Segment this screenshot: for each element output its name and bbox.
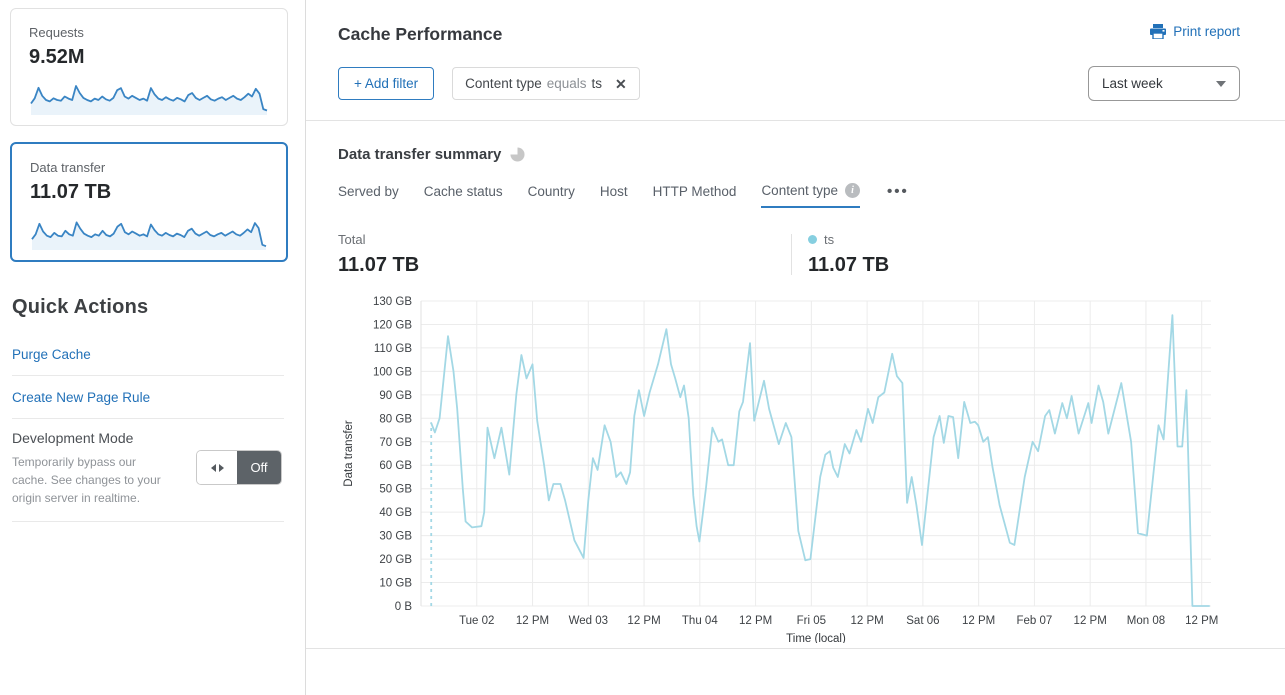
tab-cache-status[interactable]: Cache status [423, 184, 503, 199]
data-transfer-chart: 130 GB 120 GB 110 GB 100 GB 90 GB 80 GB 70 GB 6… [343, 296, 1218, 645]
printer-icon [1150, 24, 1167, 39]
svg-text:12 PM: 12 PM [1074, 615, 1107, 627]
info-icon[interactable]: i [845, 183, 860, 198]
filter-field: Content type [465, 76, 542, 91]
svg-text:10 GB: 10 GB [379, 578, 412, 590]
svg-text:Wed 03: Wed 03 [569, 615, 608, 627]
total-label: Total [338, 232, 366, 247]
tab-content-type[interactable]: Content type i [761, 183, 860, 208]
summary-tabs: Served by Cache status Country Host HTTP Met… [338, 183, 1240, 208]
svg-text:Thu 04: Thu 04 [682, 615, 718, 627]
more-tabs-icon[interactable]: ••• [887, 183, 909, 200]
svg-text:12 PM: 12 PM [627, 615, 660, 627]
svg-text:60 GB: 60 GB [379, 460, 412, 472]
svg-text:30 GB: 30 GB [379, 531, 412, 543]
svg-text:110 GB: 110 GB [374, 343, 412, 355]
summary-title: Data transfer summary [338, 146, 502, 163]
print-report-label: Print report [1173, 24, 1240, 39]
svg-text:120 GB: 120 GB [373, 319, 412, 331]
requests-sparkline [30, 85, 268, 115]
data-transfer-label: Data transfer [30, 160, 106, 175]
data-transfer-summary-section: Data transfer summary Served by Cache sta… [306, 121, 1285, 648]
requests-label: Requests [29, 25, 84, 40]
total-value: 11.07 TB [338, 254, 420, 276]
svg-text:12 PM: 12 PM [516, 615, 549, 627]
svg-text:80 GB: 80 GB [379, 413, 412, 425]
time-range-value: Last week [1102, 76, 1163, 91]
svg-text:12 PM: 12 PM [962, 615, 995, 627]
totals-divider [791, 234, 792, 275]
series-legend-label: ts [824, 232, 835, 247]
time-range-select[interactable]: Last week [1088, 66, 1240, 101]
toggle-state-label: Off [237, 451, 281, 484]
svg-text:20 GB: 20 GB [379, 554, 412, 566]
add-filter-button[interactable]: + Add filter [338, 67, 435, 100]
svg-text:12 PM: 12 PM [739, 615, 772, 627]
filter-chip[interactable]: Content type equals ts ✕ [452, 67, 640, 100]
series-legend-dot-icon [808, 235, 817, 244]
data-transfer-sparkline [31, 221, 267, 250]
filter-operator: equals [546, 76, 587, 91]
development-mode-toggle[interactable]: Off [196, 450, 282, 485]
remove-filter-icon[interactable]: ✕ [615, 75, 627, 92]
page-title: Cache Performance [338, 24, 503, 44]
sidebar: Requests 9.52M Data transfer 11.07 TB Qu… [0, 0, 306, 695]
svg-text:90 GB: 90 GB [379, 390, 412, 402]
data-transfer-metric-card[interactable]: Data transfer 11.07 TB [10, 142, 288, 262]
purge-cache-link[interactable]: Purge Cache [12, 347, 91, 362]
tab-host[interactable]: Host [599, 184, 628, 199]
quick-actions-title: Quick Actions [12, 296, 149, 318]
quick-actions-section: Quick Actions Purge Cache Create New Pag… [10, 296, 288, 522]
svg-text:12 PM: 12 PM [850, 615, 883, 627]
tab-country[interactable]: Country [527, 184, 575, 199]
svg-text:Data transfer: Data transfer [343, 420, 355, 487]
requests-metric-card[interactable]: Requests 9.52M [10, 8, 288, 126]
create-page-rule-link[interactable]: Create New Page Rule [12, 375, 284, 418]
svg-text:50 GB: 50 GB [379, 484, 412, 496]
main-content: Cache Performance Print report + Add fil… [306, 0, 1285, 695]
data-transfer-value: 11.07 TB [30, 181, 112, 203]
svg-text:70 GB: 70 GB [379, 437, 412, 449]
print-report-link[interactable]: Print report [1150, 24, 1240, 39]
filter-value: ts [591, 76, 603, 91]
svg-text:Feb 07: Feb 07 [1017, 615, 1053, 627]
tab-http-method[interactable]: HTTP Method [652, 184, 737, 199]
series-total-value: 11.07 TB [808, 254, 890, 276]
svg-text:0 B: 0 B [395, 601, 413, 613]
development-mode-section: Development Mode Temporarily bypass our … [12, 418, 284, 522]
requests-value: 9.52M [29, 46, 85, 68]
svg-text:Time (local): Time (local) [786, 633, 846, 643]
svg-text:Sat 06: Sat 06 [906, 615, 939, 627]
pie-chart-icon [510, 147, 525, 162]
bottom-divider [306, 648, 1285, 649]
svg-text:40 GB: 40 GB [379, 507, 412, 519]
tab-served-by[interactable]: Served by [338, 184, 399, 199]
svg-text:Tue 02: Tue 02 [459, 615, 494, 627]
svg-text:12 PM: 12 PM [1185, 615, 1218, 627]
svg-text:130 GB: 130 GB [373, 296, 412, 308]
svg-text:Fri 05: Fri 05 [797, 615, 826, 627]
totals-row: Total 11.07 TB ts 11.07 TB [338, 232, 1240, 277]
chevron-down-icon [1216, 80, 1226, 87]
development-mode-description: Temporarily bypass our cache. See change… [12, 455, 161, 505]
header-divider [306, 120, 1285, 121]
development-mode-title: Development Mode [12, 430, 134, 446]
svg-text:Mon 08: Mon 08 [1127, 615, 1165, 627]
svg-text:100 GB: 100 GB [373, 366, 412, 378]
toggle-handle-arrows-icon[interactable] [197, 451, 237, 484]
